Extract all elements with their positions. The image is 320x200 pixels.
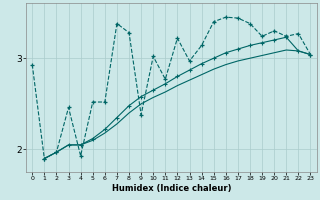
X-axis label: Humidex (Indice chaleur): Humidex (Indice chaleur): [112, 184, 231, 193]
